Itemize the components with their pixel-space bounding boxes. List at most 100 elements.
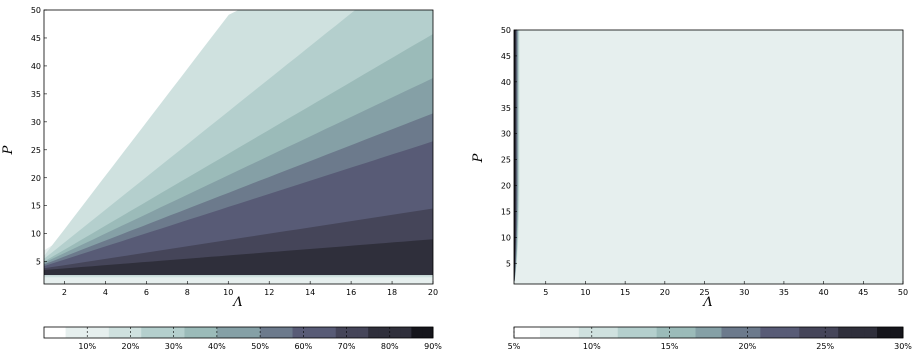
x-tick-label: 20 bbox=[660, 288, 670, 297]
x-tick-label: 25 bbox=[699, 288, 709, 297]
colorbar-swatch bbox=[44, 327, 56, 338]
colorbar-tick-label: 50% bbox=[251, 342, 269, 351]
y-tick-label: 45 bbox=[31, 34, 41, 43]
y-tick-label: 25 bbox=[501, 156, 511, 165]
colorbar-swatch bbox=[98, 327, 110, 338]
colorbar-swatch bbox=[216, 327, 229, 338]
colorbar-swatch bbox=[378, 327, 391, 338]
colorbar-swatch bbox=[514, 327, 528, 338]
colorbar-swatch bbox=[303, 327, 315, 338]
colorbar-swatch bbox=[238, 327, 250, 338]
colorbar-swatch bbox=[141, 327, 153, 338]
colorbar-swatch bbox=[838, 327, 852, 338]
x-tick-label: 35 bbox=[779, 288, 789, 297]
colorbar-swatch bbox=[890, 327, 904, 338]
y-tick-label: 50 bbox=[501, 26, 511, 35]
left-x-ticks: 2 4 6 8 10 12 14 16 18 20 bbox=[62, 281, 438, 297]
y-tick-label: 35 bbox=[31, 90, 41, 99]
colorbar-swatch bbox=[65, 327, 77, 338]
colorbar-swatch bbox=[799, 327, 813, 338]
left-heatmap: 2 4 6 8 10 12 14 16 18 20 5 10 15 20 25 30 35 40 45 50 Λ P bbox=[1, 6, 438, 310]
colorbar-swatch bbox=[773, 327, 787, 338]
colorbar-swatch bbox=[422, 327, 434, 338]
left-y-axis-label: P bbox=[1, 145, 16, 155]
left-x-axis-label: Λ bbox=[232, 295, 242, 310]
colorbar-tick-label: 10% bbox=[78, 342, 96, 351]
colorbar-swatch bbox=[162, 327, 175, 338]
right-colorbar: 5% 10% 15% 20% 25% 30% bbox=[508, 326, 912, 351]
colorbar-tick-label: 30% bbox=[894, 342, 912, 351]
y-tick-label: 15 bbox=[31, 202, 41, 211]
colorbar-swatch bbox=[411, 327, 423, 338]
colorbar-tick-label: 15% bbox=[661, 342, 679, 351]
right-contour-bands bbox=[514, 30, 520, 282]
y-tick-label: 20 bbox=[501, 182, 511, 191]
colorbar-swatch bbox=[552, 327, 567, 338]
left-y-ticks: 5 10 15 20 25 30 35 40 45 50 bbox=[31, 6, 47, 267]
colorbar-swatch bbox=[206, 327, 218, 338]
y-tick-label: 30 bbox=[31, 118, 41, 127]
right-plot-frame bbox=[513, 29, 904, 285]
colorbar-swatch bbox=[591, 327, 606, 338]
colorbar-swatch bbox=[604, 327, 619, 338]
colorbar-swatch bbox=[643, 327, 658, 338]
colorbar-swatch bbox=[324, 327, 337, 338]
left-colorbar: 10% 20% 30% 40% 50% 60% 70% 80% 90% bbox=[43, 326, 442, 351]
colorbar-swatch bbox=[314, 327, 326, 338]
x-tick-label: 16 bbox=[346, 288, 356, 297]
colorbar-swatch bbox=[695, 327, 709, 338]
x-tick-label: 8 bbox=[185, 288, 190, 297]
colorbar-swatch bbox=[682, 327, 697, 338]
colorbar-tick-label: 5% bbox=[508, 342, 521, 351]
colorbar-swatch bbox=[357, 327, 369, 338]
y-tick-label: 5 bbox=[36, 258, 41, 267]
y-tick-label: 45 bbox=[501, 52, 511, 61]
colorbar-swatch bbox=[260, 327, 272, 338]
colorbar-swatch bbox=[292, 327, 304, 338]
colorbar-tick-label: 25% bbox=[816, 342, 834, 351]
colorbar-swatch bbox=[565, 327, 580, 338]
right-x-ticks: 5 10 15 20 25 30 35 40 45 50 bbox=[543, 281, 908, 297]
colorbar-swatch bbox=[400, 327, 412, 338]
x-tick-label: 10 bbox=[580, 288, 590, 297]
x-tick-label: 40 bbox=[819, 288, 829, 297]
x-tick-label: 15 bbox=[620, 288, 630, 297]
colorbar-swatch bbox=[195, 327, 207, 338]
colorbar-swatch bbox=[184, 327, 196, 338]
colorbar-swatch bbox=[54, 327, 67, 338]
colorbar-swatch bbox=[734, 327, 748, 338]
y-tick-label: 40 bbox=[501, 78, 511, 87]
y-tick-label: 10 bbox=[31, 230, 41, 239]
right-plot-area bbox=[514, 30, 903, 284]
colorbar-swatch bbox=[335, 327, 348, 338]
x-tick-label: 18 bbox=[387, 288, 397, 297]
colorbar-tick-label: 90% bbox=[424, 342, 442, 351]
colorbar-swatch bbox=[526, 327, 541, 338]
colorbar-swatch bbox=[708, 327, 722, 338]
colorbar-swatch bbox=[539, 327, 554, 338]
colorbar-swatch bbox=[119, 327, 131, 338]
x-tick-label: 30 bbox=[739, 288, 749, 297]
y-tick-label: 20 bbox=[31, 174, 41, 183]
right-heatmap: 5 10 15 20 25 30 35 40 45 50 5101520253035404550 … bbox=[471, 26, 908, 310]
colorbar-swatch bbox=[747, 327, 761, 338]
y-tick-label: 15 bbox=[501, 207, 511, 216]
colorbar-swatch bbox=[76, 327, 88, 338]
y-tick-label: 40 bbox=[31, 62, 41, 71]
colorbar-swatch bbox=[656, 327, 671, 338]
colorbar-swatch bbox=[270, 327, 283, 338]
bottom-strip-edge bbox=[44, 277, 433, 284]
colorbar-tick-label: 60% bbox=[294, 342, 312, 351]
x-tick-label: 6 bbox=[144, 288, 149, 297]
colorbar-swatch bbox=[368, 327, 380, 338]
colorbar-swatch bbox=[786, 327, 800, 338]
contour-band-90pct bbox=[44, 239, 433, 284]
colorbar-swatch bbox=[389, 327, 402, 338]
y-tick-label: 5 bbox=[506, 259, 511, 268]
colorbar-tick-label: 70% bbox=[338, 342, 356, 351]
left-plot-frame bbox=[43, 9, 434, 285]
y-tick-label: 50 bbox=[31, 6, 41, 15]
colorbar-swatch bbox=[877, 327, 891, 338]
colorbar-swatch bbox=[864, 327, 878, 338]
x-tick-label: 50 bbox=[898, 288, 908, 297]
